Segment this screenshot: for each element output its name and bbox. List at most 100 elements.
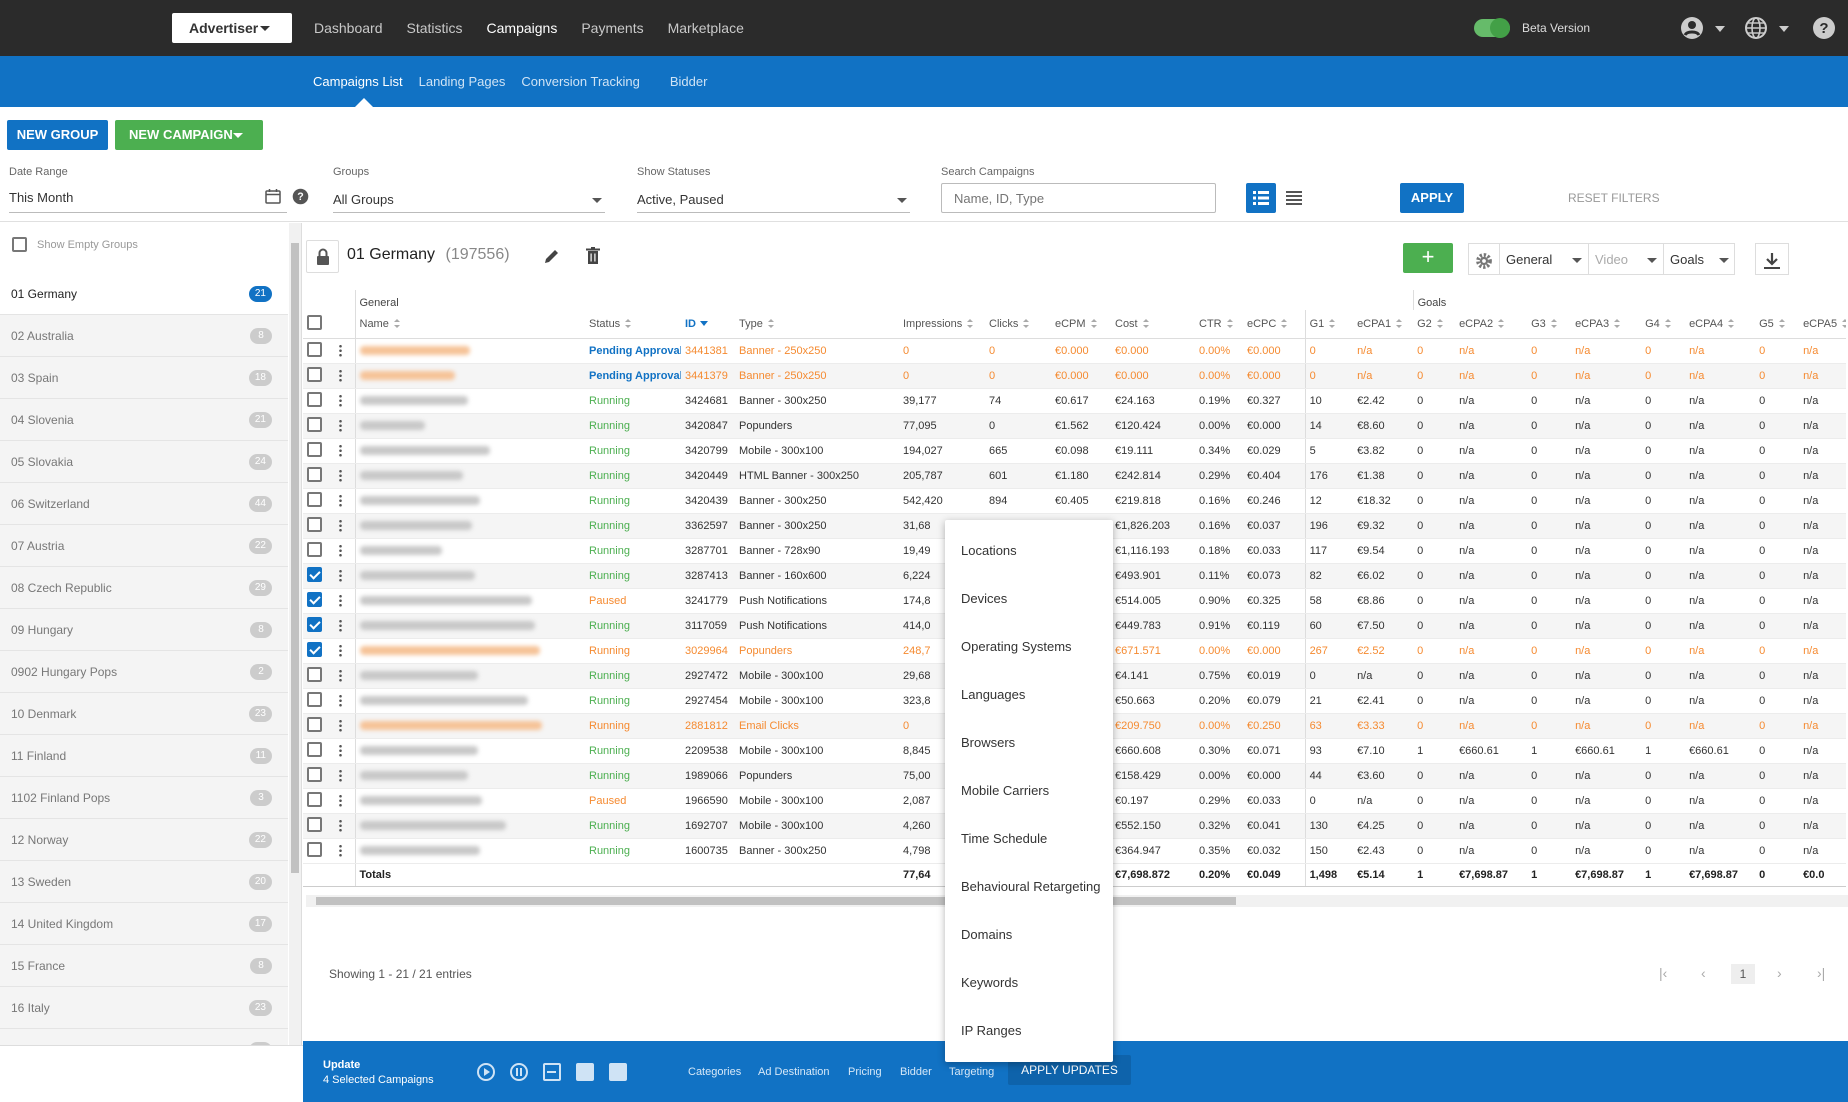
- row-checkbox[interactable]: [307, 791, 322, 807]
- column-header-name[interactable]: Name: [354, 310, 585, 339]
- move-to-group-icon[interactable]: [543, 1063, 561, 1081]
- last-page-icon[interactable]: ›|: [1817, 965, 1826, 981]
- table-row[interactable]: Running 3362597 Banner - 300x250 31,68 €1,82…: [303, 513, 1848, 539]
- row-actions-cell[interactable]: [335, 488, 355, 514]
- row-checkbox[interactable]: [307, 641, 322, 657]
- row-actions-cell[interactable]: [335, 588, 355, 614]
- column-header-ecpc[interactable]: eCPC: [1243, 310, 1306, 339]
- column-settings-button[interactable]: [1468, 243, 1500, 275]
- campaign-name-cell[interactable]: [354, 838, 585, 864]
- nav-campaigns[interactable]: Campaigns: [486, 20, 558, 36]
- column-preset-goals-select[interactable]: Goals: [1663, 243, 1735, 275]
- reset-filters-button[interactable]: RESET FILTERS: [1568, 191, 1660, 205]
- row-actions-cell[interactable]: [335, 688, 355, 714]
- more-vertical-icon[interactable]: [339, 394, 342, 407]
- row-actions-cell[interactable]: [335, 538, 355, 564]
- row-checkbox-cell[interactable]: [303, 788, 335, 814]
- chevron-down-icon[interactable]: [897, 198, 907, 203]
- more-vertical-icon[interactable]: [339, 369, 342, 382]
- table-row[interactable]: Running 3420439 Banner - 300x250 542,420 894…: [303, 488, 1848, 514]
- campaign-name-cell[interactable]: [354, 763, 585, 789]
- column-header-ecpa3[interactable]: eCPA3: [1571, 310, 1642, 339]
- column-header-g1[interactable]: G1: [1304, 310, 1354, 339]
- row-checkbox[interactable]: [307, 416, 322, 432]
- row-checkbox[interactable]: [307, 666, 322, 682]
- bulk-pricing-link[interactable]: Pricing: [848, 1066, 882, 1078]
- row-checkbox[interactable]: [307, 766, 322, 782]
- sidebar-group-item[interactable]: 12 Norway 22: [0, 819, 288, 861]
- nav-statistics[interactable]: Statistics: [406, 20, 463, 36]
- table-row[interactable]: Running 3420847 Popunders 77,095 0 €1.562 €120…: [303, 413, 1848, 439]
- targeting-menu-item[interactable]: Domains: [961, 927, 1013, 942]
- sidebar-group-item[interactable]: 17 New Zealand 18: [0, 1029, 288, 1045]
- more-vertical-icon[interactable]: [339, 669, 342, 682]
- more-vertical-icon[interactable]: [339, 494, 342, 507]
- table-row[interactable]: Running 3420799 Mobile - 300x100 194,027 665…: [303, 438, 1848, 464]
- row-checkbox[interactable]: [307, 541, 322, 557]
- sidebar-group-item[interactable]: 14 United Kingdom 17: [0, 903, 288, 945]
- table-row[interactable]: Running 3424681 Banner - 300x250 39,177 74 €0…: [303, 388, 1848, 414]
- sidebar-group-item[interactable]: 05 Slovakia 24: [0, 441, 288, 483]
- more-vertical-icon[interactable]: [339, 469, 342, 482]
- row-checkbox[interactable]: [307, 391, 322, 407]
- column-header-ecpa2[interactable]: eCPA2: [1455, 310, 1528, 339]
- help-icon[interactable]: ?: [292, 188, 309, 205]
- campaign-name-cell[interactable]: [354, 613, 585, 639]
- sidebar-group-item[interactable]: 07 Austria 22: [0, 525, 288, 567]
- more-vertical-icon[interactable]: [339, 744, 342, 757]
- row-checkbox-cell[interactable]: [303, 663, 335, 689]
- pause-icon[interactable]: [510, 1063, 528, 1081]
- row-checkbox[interactable]: [307, 441, 322, 457]
- more-vertical-icon[interactable]: [339, 644, 342, 657]
- campaign-name-cell[interactable]: [354, 488, 585, 514]
- column-header-ctr[interactable]: CTR: [1195, 310, 1243, 339]
- delete-trash-icon[interactable]: [586, 247, 600, 265]
- column-header-ecpa1[interactable]: eCPA1: [1353, 310, 1414, 339]
- row-checkbox[interactable]: [307, 741, 322, 757]
- column-header-ecpm[interactable]: eCPM: [1051, 310, 1111, 339]
- select-all-checkbox[interactable]: [307, 314, 322, 330]
- campaign-name-cell[interactable]: [354, 388, 585, 414]
- statuses-select[interactable]: Active, Paused: [637, 192, 724, 207]
- more-vertical-icon[interactable]: [339, 844, 342, 857]
- more-vertical-icon[interactable]: [339, 794, 342, 807]
- row-actions-cell[interactable]: [335, 613, 355, 639]
- archive-icon[interactable]: [576, 1063, 594, 1081]
- account-type-select[interactable]: Advertiser: [172, 13, 292, 43]
- sidebar-group-item[interactable]: 04 Slovenia 21: [0, 399, 288, 441]
- campaign-name-cell[interactable]: [354, 788, 585, 814]
- row-actions-cell[interactable]: [335, 513, 355, 539]
- column-header-clicks[interactable]: Clicks: [985, 310, 1051, 339]
- more-vertical-icon[interactable]: [339, 344, 342, 357]
- row-actions-cell[interactable]: [335, 838, 355, 864]
- targeting-menu-item[interactable]: Devices: [961, 591, 1008, 606]
- row-actions-cell[interactable]: [335, 713, 355, 739]
- targeting-menu-item[interactable]: Keywords: [961, 975, 1019, 990]
- campaign-name-cell[interactable]: [354, 688, 585, 714]
- targeting-menu-item[interactable]: Locations: [961, 543, 1017, 558]
- row-actions-cell[interactable]: [335, 338, 355, 364]
- row-checkbox-cell[interactable]: [303, 688, 335, 714]
- campaign-name-cell[interactable]: [354, 638, 585, 664]
- user-account-icon[interactable]: [1680, 16, 1704, 40]
- column-preset-general-select[interactable]: General: [1499, 243, 1589, 275]
- show-empty-checkbox[interactable]: [12, 237, 27, 252]
- table-row[interactable]: Running 3420449 HTML Banner - 300x250 205,7…: [303, 463, 1848, 489]
- row-actions-cell[interactable]: [335, 413, 355, 439]
- globe-icon[interactable]: [1744, 16, 1768, 40]
- more-vertical-icon[interactable]: [339, 819, 342, 832]
- row-actions-cell[interactable]: [335, 738, 355, 764]
- beta-version-toggle[interactable]: Beta Version: [1474, 18, 1590, 38]
- row-actions-cell[interactable]: [335, 763, 355, 789]
- row-checkbox[interactable]: [307, 616, 322, 632]
- subnav-conversion-tracking[interactable]: Conversion Tracking: [521, 74, 640, 89]
- row-checkbox-cell[interactable]: [303, 738, 335, 764]
- download-button[interactable]: [1755, 243, 1789, 275]
- row-actions-cell[interactable]: [335, 463, 355, 489]
- row-actions-cell[interactable]: [335, 813, 355, 839]
- row-actions-cell[interactable]: [335, 563, 355, 589]
- row-checkbox-cell[interactable]: [303, 338, 335, 364]
- targeting-menu-item[interactable]: Time Schedule: [961, 831, 1048, 846]
- campaign-name-cell[interactable]: [354, 538, 585, 564]
- more-vertical-icon[interactable]: [339, 619, 342, 632]
